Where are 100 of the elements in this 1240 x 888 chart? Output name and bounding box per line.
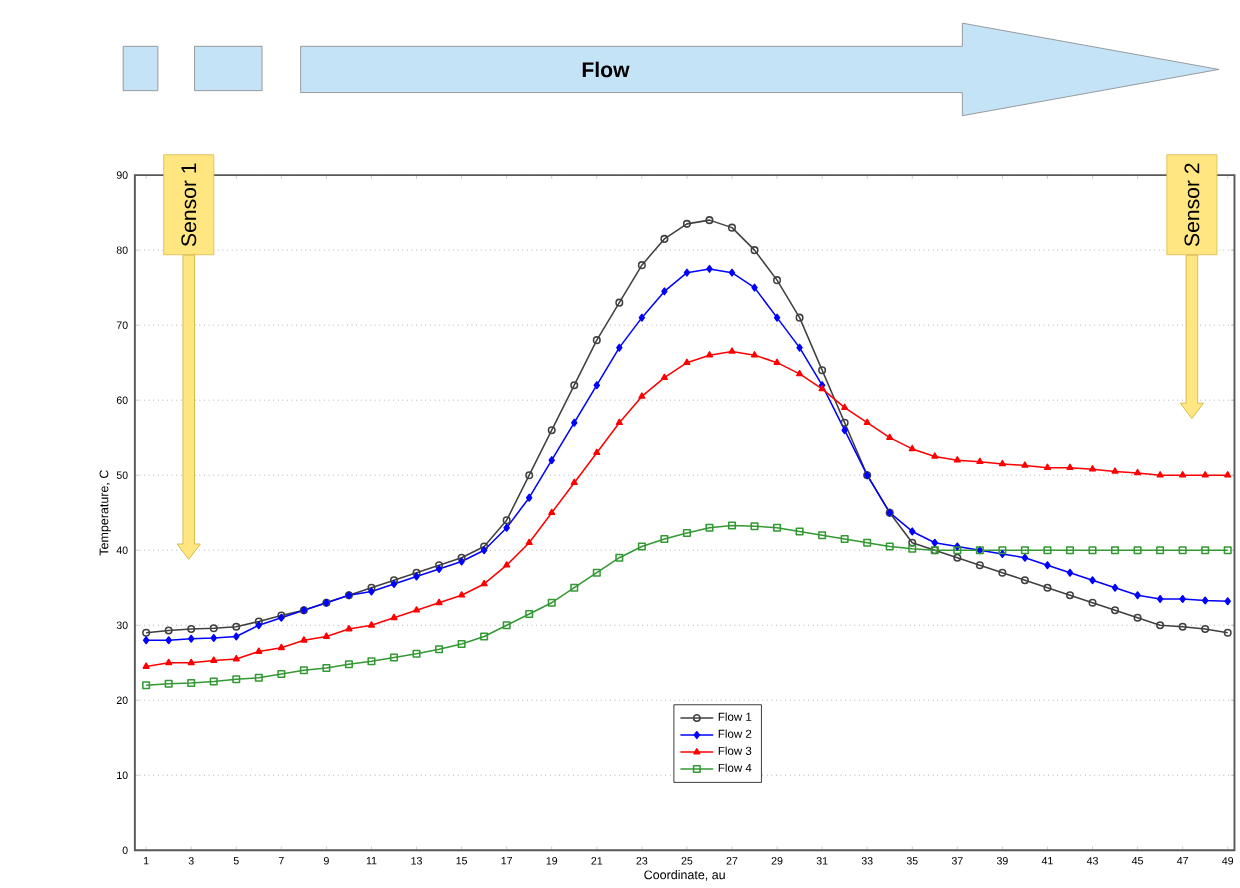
point: [660, 235, 669, 244]
point: [615, 299, 624, 308]
point: [840, 419, 849, 428]
point: [773, 314, 781, 323]
point: [841, 426, 848, 435]
point: [705, 351, 714, 358]
point: [1043, 546, 1052, 555]
point: [232, 623, 241, 632]
point: [750, 522, 759, 531]
point: [187, 635, 195, 644]
point: [209, 624, 218, 633]
point: [615, 419, 623, 426]
point: [300, 636, 308, 644]
point: [322, 664, 331, 673]
point: [1111, 467, 1119, 475]
point: [1179, 471, 1187, 479]
point: [525, 494, 533, 503]
point: [818, 531, 827, 540]
point: [525, 471, 534, 480]
point: [1088, 599, 1097, 608]
point: [863, 419, 871, 426]
point: [412, 606, 421, 614]
annotation: Sensor 1: [181, 163, 197, 247]
point: [1111, 606, 1120, 615]
point: [1134, 591, 1141, 600]
point: [660, 374, 668, 381]
point: [863, 539, 872, 548]
point: [165, 636, 172, 645]
point: [571, 419, 578, 428]
point: [728, 269, 736, 278]
point: [908, 445, 916, 452]
point: [232, 655, 240, 662]
point: [503, 561, 511, 569]
point: [1111, 584, 1119, 593]
point: [344, 660, 353, 669]
point: [908, 539, 917, 548]
point: [277, 670, 286, 679]
point: [142, 636, 150, 645]
point: [908, 545, 917, 554]
point: [818, 366, 827, 375]
point: [841, 404, 849, 411]
point: [750, 351, 759, 358]
point: [727, 521, 737, 530]
point: [187, 679, 196, 688]
point: [751, 284, 758, 293]
point: [616, 344, 623, 353]
point: [998, 569, 1007, 578]
point: [1066, 464, 1074, 471]
point: [705, 524, 714, 533]
point: [547, 426, 556, 435]
point: [953, 554, 962, 563]
point: [1043, 584, 1052, 593]
point: [885, 542, 894, 551]
point: [480, 632, 489, 641]
text: Flow: [582, 62, 630, 78]
point: [1178, 623, 1187, 632]
point: [345, 625, 353, 632]
point: [165, 659, 173, 666]
point: [502, 516, 511, 525]
point: [998, 460, 1006, 467]
point: [773, 359, 781, 366]
point: [1065, 546, 1075, 555]
point: [661, 287, 668, 296]
point: [480, 580, 488, 587]
point: [389, 653, 399, 662]
point: [592, 336, 601, 345]
point: [931, 452, 939, 460]
point: [637, 261, 646, 270]
point: [1043, 464, 1052, 471]
point: [1224, 597, 1231, 606]
point: [209, 677, 218, 686]
point: [233, 632, 240, 641]
point: [1201, 546, 1210, 555]
point: [570, 381, 579, 390]
point: [232, 675, 241, 684]
point: [435, 599, 443, 606]
point: [548, 509, 556, 516]
point: [1224, 471, 1232, 479]
point: [1201, 625, 1210, 634]
point: [1156, 595, 1164, 604]
point: [593, 381, 601, 390]
point: [142, 662, 150, 670]
point: [638, 314, 646, 323]
point: [615, 554, 624, 563]
point: [1020, 576, 1029, 585]
point: [1201, 471, 1209, 479]
point: [1156, 621, 1165, 630]
point: [1201, 596, 1209, 605]
point: [547, 599, 556, 608]
point: [390, 614, 398, 621]
point: [525, 539, 533, 546]
point: [1088, 546, 1097, 555]
point: [502, 621, 511, 630]
point: [795, 527, 804, 536]
point: [660, 535, 669, 544]
point: [953, 456, 961, 464]
point: [1021, 461, 1029, 469]
point: [975, 561, 984, 570]
point: [976, 458, 984, 465]
point: [1156, 546, 1165, 555]
